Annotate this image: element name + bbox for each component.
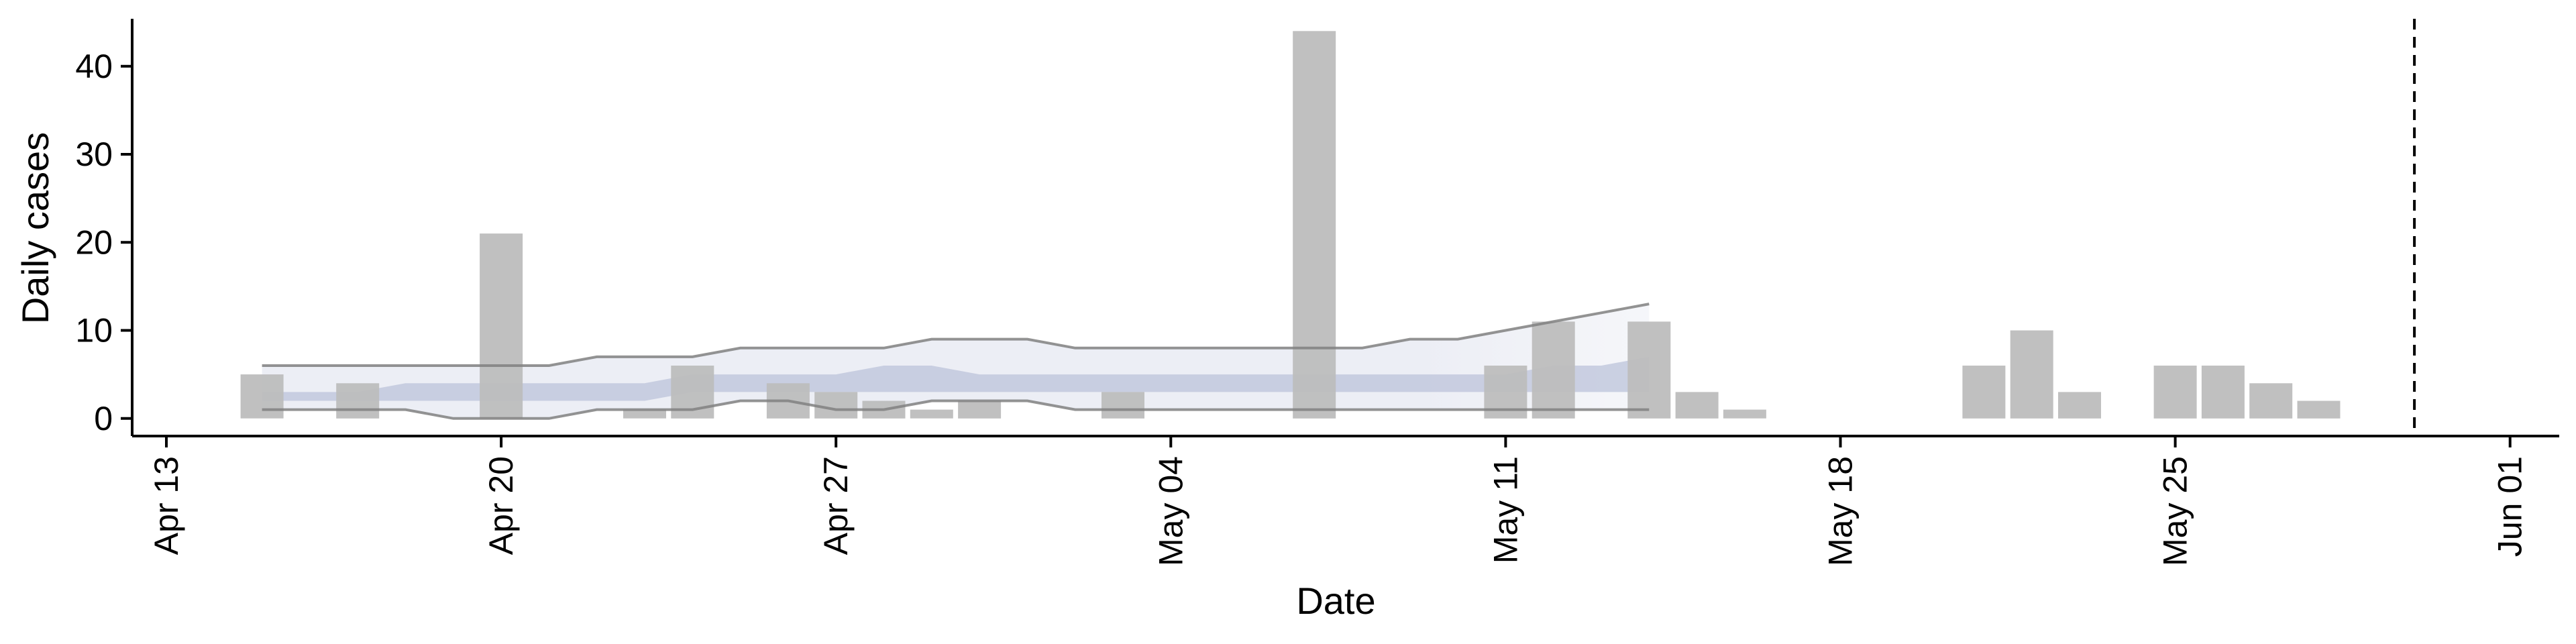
x-tick-label: Jun 01 — [2491, 456, 2529, 557]
daily-cases-bar — [2058, 392, 2101, 419]
daily-cases-bar — [958, 400, 1002, 419]
x-tick-label: Apr 20 — [482, 456, 520, 555]
x-tick-label: May 04 — [1152, 456, 1189, 566]
daily-cases-bar — [1675, 392, 1719, 419]
x-tick-label: May 11 — [1487, 456, 1524, 564]
daily-cases-bar — [1532, 321, 1575, 419]
daily-cases-bar — [1723, 409, 1766, 419]
y-tick-label: 40 — [75, 48, 113, 85]
daily-cases-bar — [1102, 392, 1144, 419]
y-tick-label: 20 — [75, 223, 113, 261]
daily-cases-bar — [240, 374, 284, 419]
x-tick-label: Apr 13 — [148, 456, 185, 555]
x-axis-title: Date — [1296, 580, 1375, 622]
daily-cases-bar — [1962, 366, 2006, 419]
daily-cases-bar — [2201, 366, 2245, 419]
estimate-upper-bound-line — [262, 303, 1650, 367]
estimate-lower-bound-line — [262, 399, 1650, 420]
daily-cases-bar — [480, 233, 523, 419]
y-tick-label: 10 — [75, 312, 113, 350]
y-axis-title: Daily cases — [14, 132, 56, 324]
plot-area — [240, 19, 2416, 436]
x-axis-ticks: Apr 13 Apr 20 Apr 27 May 04 May 11 May 18 May … — [148, 436, 2529, 566]
daily-cases-bar — [2153, 366, 2197, 419]
y-tick-label: 0 — [94, 400, 113, 437]
daily-cases-bar — [2249, 383, 2293, 419]
daily-cases-bar — [2297, 400, 2341, 419]
axes: 0 10 20 30 40 Apr 13 Apr 20 Apr 27 May 04 May 11… — [14, 19, 2559, 622]
daily-cases-bar — [910, 409, 953, 419]
bar-series — [240, 31, 2341, 419]
daily-cases-bar — [1293, 31, 1336, 419]
y-axis-ticks: 0 10 20 30 40 — [75, 48, 132, 437]
daily-cases-bar — [336, 383, 380, 419]
x-tick-label: May 25 — [2157, 456, 2194, 566]
x-tick-label: Apr 27 — [817, 456, 855, 555]
daily-cases-bar — [623, 409, 666, 419]
daily-cases-bar — [1627, 321, 1671, 419]
x-tick-label: May 18 — [1822, 456, 1860, 566]
daily-cases-bar — [2010, 330, 2053, 419]
daily-cases-bar — [814, 392, 858, 419]
y-tick-label: 30 — [75, 136, 113, 173]
